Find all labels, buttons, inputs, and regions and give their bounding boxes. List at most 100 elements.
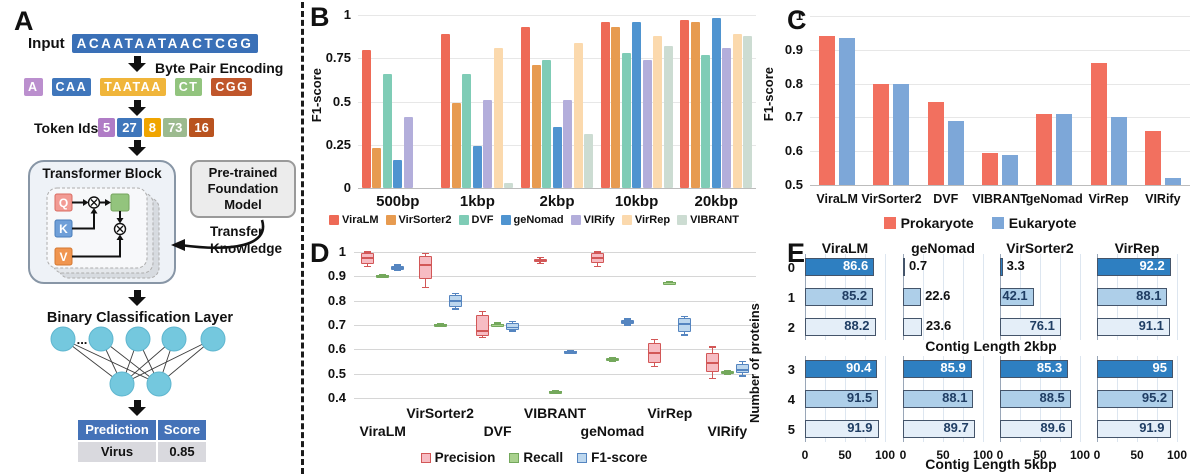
x-category-label: VIRify (707, 423, 748, 439)
gridline (810, 117, 1190, 119)
legend-swatch (577, 452, 588, 463)
hbar-value-label: 85.9 (940, 360, 966, 375)
y-tick-label: 1 (343, 7, 351, 22)
box-median (563, 350, 577, 353)
bar (1036, 114, 1053, 185)
arrow-stem (133, 100, 141, 107)
box-whisker-cap (651, 365, 659, 368)
x-tick-label: 100 (874, 448, 896, 462)
box-whisker-cap (536, 262, 544, 265)
legend-label: Eukaryote (1008, 215, 1077, 231)
box-whisker-cap (723, 369, 731, 372)
panel-e-label: E (787, 238, 806, 268)
bar (1056, 114, 1073, 185)
bar (1110, 117, 1127, 185)
box-whisker-cap (479, 310, 487, 313)
gridline (810, 83, 1190, 85)
x-tick-label: 100 (1166, 448, 1188, 462)
mini-gridline (1040, 254, 1041, 340)
box-iqr (506, 322, 520, 330)
hbar (1097, 420, 1171, 438)
bar (722, 47, 732, 188)
bar (600, 21, 610, 188)
box-median (620, 321, 634, 323)
mini-gridline (923, 254, 924, 340)
transfer-knowledge-arrow (171, 219, 265, 251)
column-header: geNomad (911, 240, 975, 256)
multiply-cross (90, 199, 98, 206)
hbar (1097, 288, 1168, 306)
hbar-value-label: 89.6 (1040, 420, 1066, 435)
arrow-stem (133, 290, 141, 297)
bar (839, 37, 856, 185)
bar (573, 42, 583, 188)
arrow-stem (133, 140, 141, 147)
bpe-token: TAATAA (100, 78, 166, 96)
y-tick-label: 0.8 (784, 75, 803, 91)
box-median (590, 257, 604, 259)
attention-output-box (110, 193, 130, 212)
y-tick-label: 0.5 (332, 93, 351, 109)
box-iqr (476, 315, 490, 336)
legend-label: Recall (523, 450, 564, 465)
hbar (1000, 420, 1072, 438)
bar (873, 83, 890, 185)
y-tick-label: 0.5 (327, 365, 346, 381)
hbar (903, 420, 975, 438)
mini-gridline (1177, 356, 1178, 442)
legend-item: Eukaryote (991, 215, 1077, 231)
token-ids-label: Token Ids (34, 120, 99, 136)
transformer-attention-diagram: QKV (46, 187, 160, 279)
hbar (903, 390, 974, 408)
x-category-label: VIBRANT (523, 405, 587, 421)
mini-gridline (963, 254, 964, 340)
mini-gridline (1080, 356, 1081, 442)
legend: ViraLM VirSorter2 DVF geNomad VIRify VirRep VI… (308, 214, 760, 226)
token-id: 16 (189, 118, 214, 137)
bpe-tokens-row: A CAA TAATAA CT CGG (24, 78, 253, 96)
panel-a-label: A (14, 6, 34, 36)
box-whisker-cap (608, 360, 616, 363)
box-median (476, 330, 490, 332)
nn-neuron (50, 326, 76, 352)
nn-neuron (125, 326, 151, 352)
box-median (548, 391, 562, 393)
hbar-value-label: 91.9 (847, 420, 873, 435)
x-category-label: VIBRANT (972, 192, 1028, 206)
x-category-label: VirSorter2 (861, 192, 922, 206)
y-tick-label: 0.4 (327, 390, 346, 405)
box-iqr (735, 364, 749, 373)
mini-gridline (983, 254, 984, 340)
bar (680, 20, 690, 188)
hbar-value-label: 90.4 (846, 360, 872, 375)
bar (441, 34, 451, 188)
box-whisker-cap (479, 336, 487, 339)
grouped-bar-chart-f1-by-host: 1 0.9 0.8 0.7 0.6 0.5 F1-score ViraLM VirSorter2… (760, 0, 1200, 238)
y-tick-label: 0.75 (325, 50, 351, 66)
box-whisker-cap (364, 251, 372, 253)
input-label: Input (28, 35, 65, 52)
hbar (1097, 318, 1170, 336)
attention-arrow-head (116, 218, 124, 224)
box-whisker-cap (494, 322, 502, 324)
legend-label: ViraLM (342, 214, 379, 226)
hbar (805, 258, 875, 276)
mini-gridline (983, 356, 984, 442)
box-whisker-cap (708, 377, 716, 380)
bar (451, 103, 461, 188)
nn-neuron (200, 326, 226, 352)
gridline (354, 300, 756, 302)
x-category-label: geNomad (580, 423, 645, 439)
legend-label: DVF (471, 214, 494, 226)
hbar-value-label: 89.7 (943, 420, 969, 435)
bar (1002, 154, 1018, 185)
flow-arrow-down (128, 400, 146, 416)
group-caption: Contig Length 2kbp (925, 338, 1057, 354)
hbar (1097, 258, 1171, 276)
box-median (433, 324, 447, 326)
pretrained-model-text: Pre-trained Foundation Model (208, 165, 279, 214)
bar (642, 59, 652, 188)
x-tick-label: 50 (1033, 448, 1047, 462)
bar (653, 35, 663, 188)
bar (927, 102, 944, 185)
